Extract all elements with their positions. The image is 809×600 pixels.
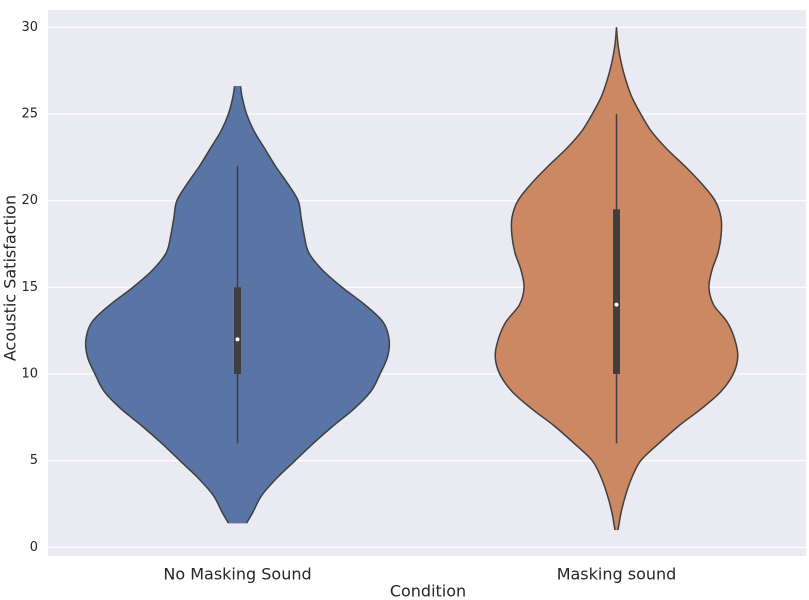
y-tick-label: 5 <box>30 453 38 468</box>
y-tick-label: 25 <box>21 107 38 122</box>
x-axis-label: Condition <box>390 582 466 600</box>
median <box>614 302 619 307</box>
violin-outline <box>239 86 391 524</box>
y-axis-label: Acoustic Satisfaction <box>1 195 20 361</box>
y-tick-label: 20 <box>21 193 38 208</box>
x-tick-label: Masking sound <box>557 565 677 584</box>
y-tick-label: 30 <box>21 20 38 35</box>
box <box>613 209 620 374</box>
median <box>235 337 240 342</box>
y-tick-label: 10 <box>21 367 38 382</box>
x-tick-label: No Masking Sound <box>163 565 311 584</box>
y-tick-label: 0 <box>30 540 38 555</box>
violin-outline <box>494 27 618 531</box>
violin-outline <box>615 27 739 531</box>
violin-outline <box>84 86 236 524</box>
box <box>234 287 241 374</box>
marks <box>84 27 739 531</box>
y-tick-label: 15 <box>21 280 38 295</box>
